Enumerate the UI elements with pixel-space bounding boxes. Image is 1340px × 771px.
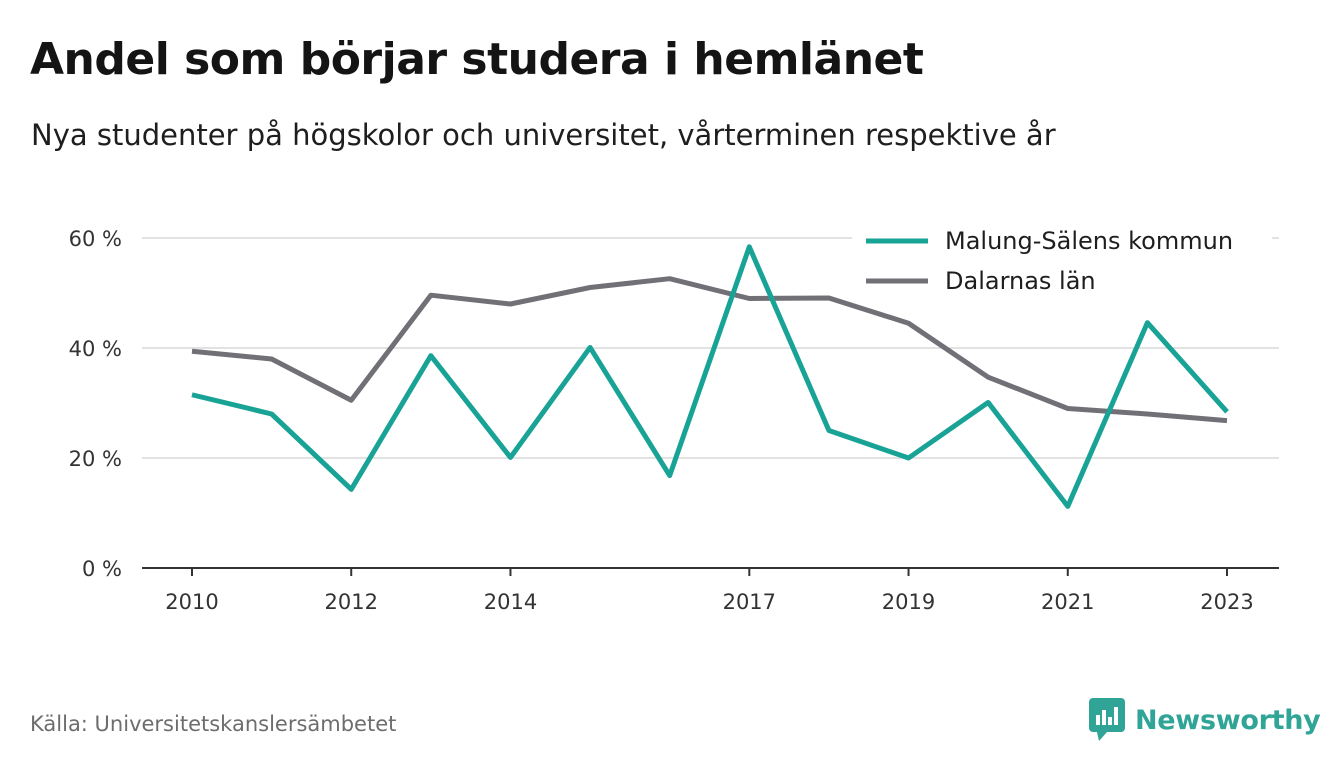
y-tick-label: 20 % bbox=[69, 447, 122, 471]
y-tick-label: 0 % bbox=[82, 557, 122, 581]
x-tick-label: 2014 bbox=[484, 590, 537, 614]
y-tick-label: 60 % bbox=[69, 227, 122, 251]
legend-label-1: Dalarnas län bbox=[945, 267, 1096, 295]
axes: 0 % 20 % 40 % 60 % 2010 2012 2014 2017 2019 2021 2… bbox=[69, 227, 1279, 614]
series-line-0 bbox=[191, 244, 1229, 509]
series-lines bbox=[191, 244, 1229, 509]
line-chart: 0 % 20 % 40 % 60 % 2010 2012 2014 2017 2019 2021 2… bbox=[69, 225, 1279, 614]
x-tick-label: 2010 bbox=[165, 590, 218, 614]
newsworthy-logo-icon bbox=[1089, 698, 1125, 741]
x-tick-label: 2017 bbox=[723, 590, 776, 614]
legend: Malung-Sälens kommun Dalarnas län bbox=[852, 225, 1272, 297]
y-tick-label: 40 % bbox=[69, 337, 122, 361]
source-note: Källa: Universitetskanslersämbetet bbox=[30, 712, 397, 736]
x-tick-label: 2023 bbox=[1200, 590, 1253, 614]
chart-title: Andel som börjar studera i hemlänet bbox=[30, 34, 924, 85]
x-tick-label: 2021 bbox=[1041, 590, 1094, 614]
brand-logo: Newsworthy bbox=[1089, 698, 1321, 742]
legend-label-0: Malung-Sälens kommun bbox=[945, 227, 1233, 255]
chart-subtitle: Nya studenter på högskolor och universit… bbox=[31, 118, 1056, 152]
brand-name: Newsworthy bbox=[1135, 704, 1321, 736]
x-tick-label: 2012 bbox=[325, 590, 378, 614]
x-tick-label: 2019 bbox=[882, 590, 935, 614]
series-line-1 bbox=[191, 276, 1228, 424]
